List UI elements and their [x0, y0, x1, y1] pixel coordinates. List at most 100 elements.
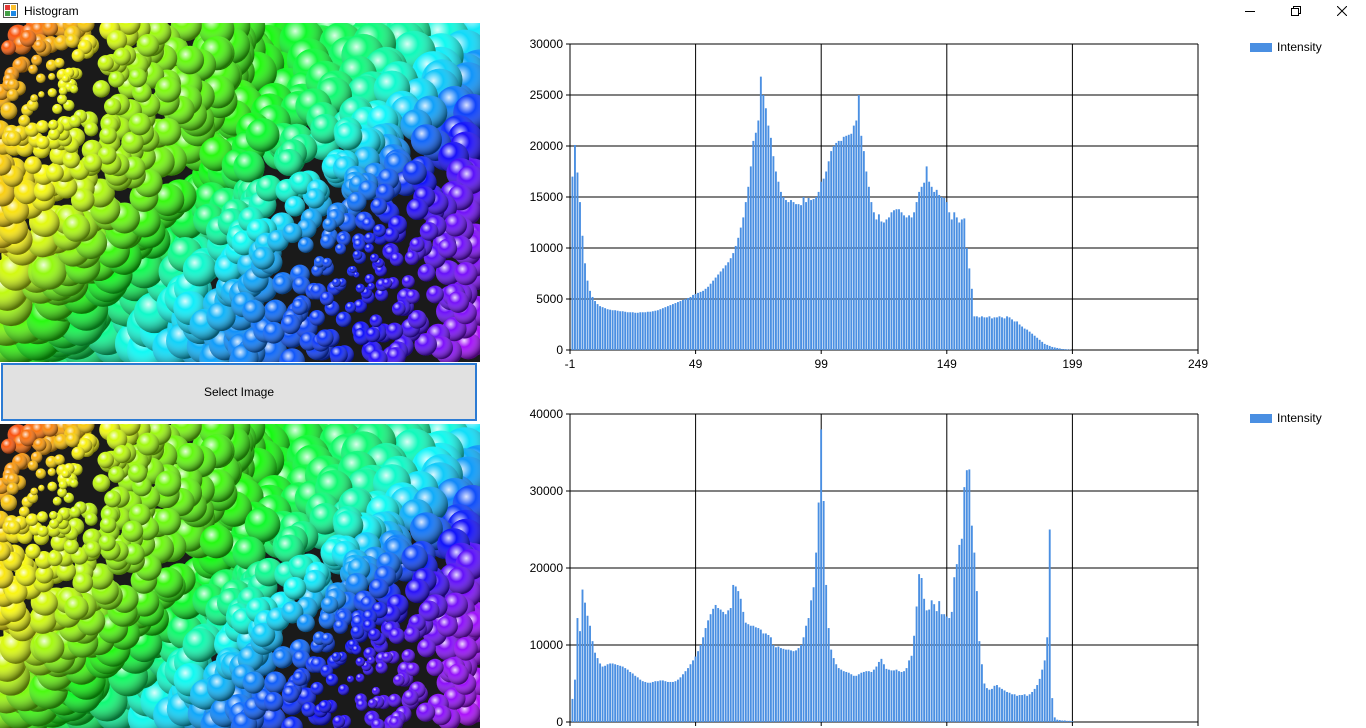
chart-legend-original: Intensity: [1250, 40, 1322, 54]
histogram-bar: [1003, 318, 1006, 350]
histogram-bar: [985, 317, 988, 350]
histogram-bar: [1011, 694, 1013, 722]
histogram-bar: [850, 674, 853, 722]
histogram-bar: [1061, 720, 1064, 722]
histogram-bar: [581, 235, 584, 350]
histogram-bar: [857, 674, 860, 722]
histogram-chart-processed: 0 10000 20000 30000 40000: [510, 400, 1230, 728]
histogram-bar: [654, 310, 657, 350]
histogram-bar: [744, 202, 747, 350]
select-image-button[interactable]: Select Image: [1, 363, 477, 421]
histogram-bar: [975, 591, 978, 722]
histogram-bar: [827, 161, 830, 350]
histogram-bar: [1058, 720, 1061, 722]
histogram-bar: [865, 671, 868, 722]
histogram-bar: [757, 628, 760, 722]
histogram-bar: [659, 680, 662, 722]
chart-svg: 0 10000 20000 30000 40000: [530, 407, 1199, 728]
histogram-bar: [780, 191, 782, 350]
histogram-bar: [739, 227, 742, 350]
histogram-bar: [704, 288, 707, 350]
histogram-bar: [769, 137, 772, 350]
histogram-bar: [626, 669, 629, 722]
histogram-bar: [1023, 694, 1026, 722]
histogram-bar: [649, 311, 652, 350]
histogram-bar: [862, 671, 865, 722]
histogram-bar: [913, 635, 916, 722]
histogram-bar: [727, 610, 730, 722]
histogram-bar: [631, 312, 634, 350]
histogram-bar: [1053, 347, 1056, 350]
histogram-bar: [975, 316, 978, 350]
histogram-bar: [596, 304, 599, 350]
histogram-bar: [1018, 324, 1021, 350]
legend-swatch: [1250, 413, 1272, 423]
histogram-bar: [865, 171, 868, 350]
histogram-bar: [1066, 349, 1069, 350]
processed-image: [0, 424, 480, 728]
close-button[interactable]: [1319, 0, 1365, 22]
histogram-bar: [928, 609, 931, 722]
histogram-bar: [644, 681, 647, 722]
histogram-bar: [759, 629, 762, 722]
histogram-bar: [591, 641, 594, 722]
histogram-bar: [764, 108, 767, 350]
histogram-bar: [626, 312, 629, 350]
histogram-bar: [845, 135, 848, 350]
histogram-bar: [933, 191, 936, 350]
histogram-bar: [739, 598, 742, 722]
legend-label: Intensity: [1277, 411, 1322, 425]
histogram-bar: [963, 218, 966, 350]
histogram-bar: [636, 312, 639, 350]
histogram-bar: [978, 317, 981, 350]
histogram-bar: [689, 296, 692, 350]
histogram-bar: [996, 317, 998, 350]
histogram-bar: [1021, 695, 1024, 722]
histogram-bar: [815, 197, 818, 350]
histogram-bar: [810, 600, 813, 722]
histogram-bar: [677, 302, 679, 350]
histogram-bar: [837, 140, 840, 350]
histogram-bar: [654, 681, 657, 722]
histogram-bar: [634, 675, 637, 722]
histogram-bar: [722, 268, 725, 350]
restore-button[interactable]: [1273, 0, 1319, 22]
histogram-bar: [772, 645, 775, 722]
x-tick-label: 149: [937, 357, 957, 371]
histogram-bar: [973, 552, 976, 722]
histogram-bar: [955, 217, 958, 350]
histogram-bar: [782, 648, 785, 722]
histogram-bar: [895, 209, 898, 350]
histogram-bar: [729, 258, 732, 350]
histogram-bar: [862, 151, 865, 350]
sphere-artwork: [0, 424, 480, 728]
histogram-bar: [609, 663, 612, 722]
histogram-bar: [646, 682, 649, 722]
histogram-bar: [631, 673, 634, 722]
histogram-bar: [674, 681, 677, 722]
histogram-bar: [935, 189, 938, 350]
histogram-bar: [777, 646, 780, 722]
histogram-bar: [699, 645, 702, 722]
histogram-bar: [905, 217, 908, 350]
histogram-bar: [629, 671, 632, 722]
histogram-bar: [980, 664, 983, 722]
histogram-bar: [719, 271, 722, 350]
histogram-bar: [877, 214, 880, 350]
histogram-bar: [825, 584, 828, 722]
histogram-bar: [774, 647, 777, 722]
histogram-bar: [742, 217, 745, 350]
histogram-bar: [1003, 690, 1006, 722]
histogram-bar: [991, 318, 993, 350]
histogram-bar: [661, 308, 664, 350]
histogram-bar: [584, 263, 586, 350]
histogram-bar: [684, 299, 687, 350]
histogram-bar: [1061, 348, 1064, 350]
histogram-bar: [687, 297, 689, 350]
histogram-bar: [852, 675, 855, 722]
histogram-bar: [729, 608, 732, 722]
histogram-bar: [636, 677, 639, 722]
histogram-bar: [830, 151, 833, 350]
histogram-bar: [800, 645, 802, 722]
minimize-button[interactable]: [1227, 0, 1273, 22]
